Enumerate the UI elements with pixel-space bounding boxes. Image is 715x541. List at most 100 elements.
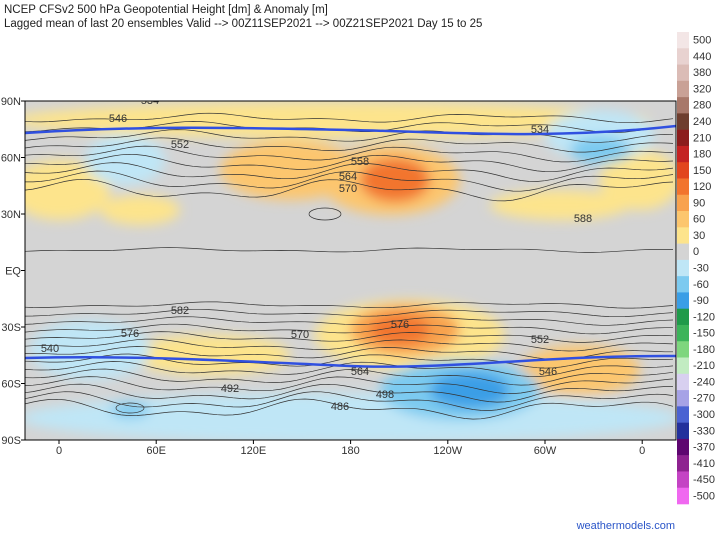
contour [25, 153, 674, 173]
colorbar-swatch [677, 145, 689, 163]
colorbar-label: 60 [693, 214, 705, 226]
contour [25, 391, 674, 411]
colorbar-swatch [677, 227, 689, 244]
jet-contour [25, 354, 676, 368]
colorbar-label: 320 [693, 83, 711, 95]
lat-label: 60N [1, 153, 21, 165]
lat-label: 90N [1, 96, 21, 108]
contour [25, 301, 674, 309]
colorbar-swatch [677, 341, 689, 358]
lon-label: 0 [56, 445, 62, 457]
contour-label: 546 [109, 113, 127, 125]
lat-label: EQ [5, 266, 21, 278]
colorbar-label: -240 [693, 376, 715, 388]
colorbar-swatch [677, 373, 689, 391]
colorbar-swatch [677, 471, 689, 489]
colorbar-swatch [677, 48, 689, 65]
colorbar-swatch [677, 243, 689, 261]
colorbar-label: -150 [693, 328, 715, 340]
contour [25, 170, 674, 192]
contour-label: 546 [539, 366, 557, 378]
colorbar-swatch [677, 129, 689, 147]
credit: weathermodels.com [576, 520, 675, 532]
colorbar-swatch [677, 97, 689, 114]
lat-label: 30N [1, 209, 21, 221]
contour [25, 308, 674, 318]
contour-label: 564 [351, 366, 369, 378]
colorbar-label: 120 [693, 181, 711, 193]
contour [25, 383, 673, 403]
contour [25, 376, 674, 394]
contour [25, 361, 674, 377]
colorbar-swatch [677, 438, 689, 456]
contour-label: 588 [574, 213, 592, 225]
colorbar-swatch [677, 422, 689, 440]
colorbar-swatch [677, 259, 689, 277]
colorbar-swatch [677, 178, 689, 196]
colorbar-label: -270 [693, 393, 715, 405]
colorbar-swatch [677, 162, 689, 179]
contour-label: 570 [339, 183, 357, 195]
contour [25, 247, 674, 253]
lat-label: 60S [1, 379, 21, 391]
contour-label: 486 [331, 401, 349, 413]
colorbar-label: 240 [693, 116, 711, 128]
lon-label: 60W [534, 445, 557, 457]
contour-label: 534 [531, 124, 549, 136]
colorbar: 500 440 380 320 280 240 210 180 150 120 90 60 30 0 -30… [677, 32, 715, 505]
jet-contour [25, 124, 676, 136]
lat-label: 30S [1, 322, 21, 334]
colorbar-label: 280 [693, 100, 711, 112]
colorbar-label: 380 [693, 67, 711, 79]
colorbar-swatch [677, 113, 689, 130]
contour-label: 552 [531, 334, 549, 346]
contour-label: 576 [121, 328, 139, 340]
colorbar-swatch [677, 357, 689, 375]
colorbar-label: 90 [693, 197, 705, 209]
title: NCEP CFSv2 500 hPa Geopotential Height [… [4, 4, 328, 16]
colorbar-label: -450 [693, 474, 715, 486]
colorbar-label: -370 [693, 442, 715, 454]
contour-label: 582 [171, 305, 189, 317]
contour-label: 552 [171, 139, 189, 151]
contour-label: 576 [391, 319, 409, 331]
colorbar-swatch [677, 324, 689, 342]
contour [25, 316, 674, 326]
lon-label: 60E [146, 445, 166, 457]
contour-lines [25, 112, 674, 420]
colorbar-label: -210 [693, 360, 715, 372]
colorbar-label: -90 [693, 295, 709, 307]
colorbar-swatch [677, 292, 689, 309]
contour-label: 498 [376, 389, 394, 401]
colorbar-label: -30 [693, 263, 709, 275]
colorbar-label: 440 [693, 51, 711, 63]
colorbar-label: 30 [693, 230, 705, 242]
colorbar-swatch [677, 308, 689, 326]
colorbar-swatch [677, 64, 689, 82]
contour [25, 368, 674, 386]
lon-label: 180 [341, 445, 359, 457]
colorbar-label: 180 [693, 149, 711, 161]
contour-label: 540 [41, 343, 59, 355]
contour [25, 137, 674, 153]
colorbar-label: -60 [693, 279, 709, 291]
colorbar-label: -300 [693, 409, 715, 421]
contour-label: 570 [291, 329, 309, 341]
contour [25, 398, 674, 420]
subtitle: Lagged mean of last 20 ensembles Valid -… [4, 18, 482, 30]
colorbar-swatch [677, 455, 689, 472]
colorbar-swatch [677, 390, 689, 407]
colorbar-label: -120 [693, 311, 715, 323]
colorbar-label: 150 [693, 165, 711, 177]
contour [25, 178, 674, 202]
contour [308, 207, 342, 221]
colorbar-label: -330 [693, 425, 715, 437]
colorbar-swatch [677, 80, 689, 98]
colorbar-label: -180 [693, 344, 715, 356]
contour [115, 402, 145, 414]
contour [25, 331, 674, 343]
contour [25, 353, 674, 369]
colorbar-label: 210 [693, 132, 711, 144]
